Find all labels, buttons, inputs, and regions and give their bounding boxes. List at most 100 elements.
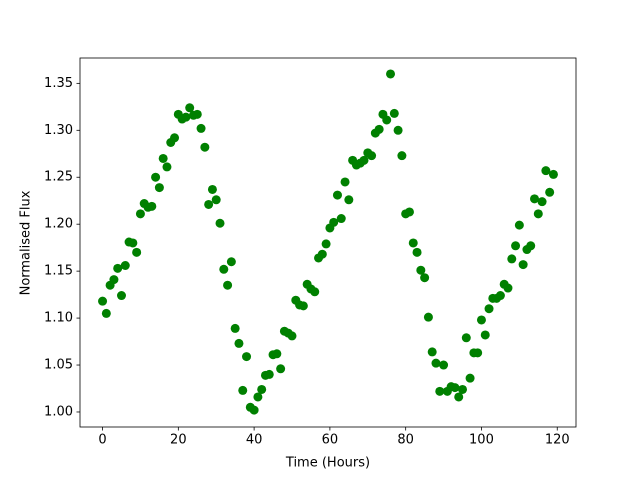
y-tick-label: 1.10	[44, 311, 73, 326]
x-axis-label: Time (Hours)	[285, 456, 370, 471]
point	[454, 392, 464, 402]
point	[412, 247, 422, 257]
point	[135, 209, 145, 219]
point	[238, 385, 248, 395]
point	[287, 331, 297, 341]
point	[503, 283, 513, 293]
point	[234, 338, 244, 348]
x-tick-label: 20	[170, 433, 187, 448]
point	[450, 383, 460, 393]
y-tick-label: 1.25	[44, 170, 73, 185]
point	[518, 260, 528, 270]
point	[317, 249, 327, 259]
point	[98, 296, 108, 306]
point	[230, 323, 240, 333]
point	[393, 125, 403, 135]
point	[332, 190, 342, 200]
point	[196, 123, 206, 133]
point	[242, 352, 252, 362]
point	[253, 392, 263, 402]
point	[249, 405, 259, 415]
x-tick-label: 40	[246, 433, 263, 448]
point	[116, 291, 126, 301]
point	[223, 280, 233, 290]
point	[272, 349, 282, 359]
point	[367, 151, 377, 161]
y-tick-label: 1.15	[44, 264, 73, 279]
point	[219, 264, 229, 274]
y-tick-label: 1.30	[44, 123, 73, 138]
point	[310, 287, 320, 297]
point	[548, 169, 558, 179]
plot-frame	[79, 57, 577, 428]
point	[473, 348, 483, 358]
point	[423, 312, 433, 322]
y-axis-label: Normalised Flux	[19, 190, 34, 295]
point	[264, 369, 274, 379]
point	[215, 218, 225, 228]
point	[541, 166, 551, 176]
point	[537, 197, 547, 207]
point	[257, 384, 267, 394]
point	[113, 263, 123, 273]
y-tick-label: 1.00	[44, 404, 73, 419]
point	[408, 238, 418, 248]
point	[374, 124, 384, 134]
point	[458, 384, 468, 394]
point	[158, 153, 168, 163]
point	[132, 247, 142, 257]
point	[435, 386, 445, 396]
point	[495, 291, 505, 301]
point	[514, 220, 524, 230]
y-tick-label: 1.35	[44, 76, 73, 91]
point	[533, 209, 543, 219]
point	[147, 201, 157, 211]
x-tick-label: 80	[397, 433, 414, 448]
point	[397, 151, 407, 161]
point	[128, 238, 138, 248]
point	[480, 330, 490, 340]
y-tick-label: 1.20	[44, 217, 73, 232]
point	[109, 275, 119, 285]
point	[526, 241, 536, 251]
point	[386, 69, 396, 79]
point	[476, 315, 486, 325]
x-tick-label: 60	[322, 433, 339, 448]
point	[507, 254, 517, 264]
point	[461, 333, 471, 343]
point	[181, 112, 191, 122]
point	[431, 358, 441, 368]
point	[439, 360, 449, 370]
point	[200, 142, 210, 152]
point	[204, 199, 214, 209]
point	[207, 184, 217, 194]
point	[416, 265, 426, 275]
point	[170, 133, 180, 143]
point	[120, 261, 130, 271]
point	[276, 364, 286, 374]
x-tick-label: 120	[545, 433, 570, 448]
point	[511, 241, 521, 251]
point	[321, 239, 331, 249]
point	[382, 115, 392, 125]
point	[344, 195, 354, 205]
point	[101, 308, 111, 318]
point	[484, 304, 494, 314]
y-tick-label: 1.05	[44, 358, 73, 373]
point	[192, 109, 202, 119]
point	[530, 194, 540, 204]
point	[226, 257, 236, 267]
point	[427, 347, 437, 357]
point	[404, 207, 414, 217]
x-tick-label: 0	[98, 433, 106, 448]
point	[151, 172, 161, 182]
point	[185, 103, 195, 113]
point	[389, 108, 399, 118]
point	[336, 214, 346, 224]
point	[211, 195, 221, 205]
point	[465, 373, 475, 383]
point	[340, 177, 350, 187]
point	[420, 273, 430, 283]
point	[329, 217, 339, 227]
